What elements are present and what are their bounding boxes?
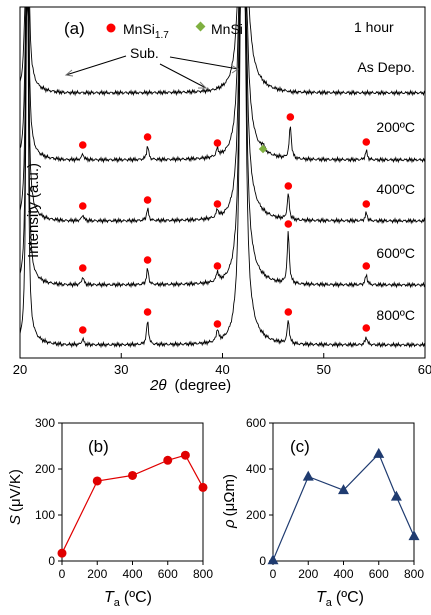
seebeck-data-point — [57, 548, 67, 558]
xrd-x-tick-label: 40 — [215, 362, 229, 377]
panel-label-b: (b) — [88, 437, 109, 456]
resistivity-data-point — [408, 530, 420, 541]
panel-label-c: (c) — [290, 437, 310, 456]
resistivity-y-tick-label: 400 — [246, 462, 266, 476]
mnsi17-peak-marker — [78, 264, 87, 272]
resistivity-series-line — [272, 452, 415, 561]
xrd-y-axis-label: Intensity (a.u.) — [25, 163, 42, 258]
legend-mnsi17-marker — [106, 23, 116, 33]
resistivity-x-axis-label: Ta (ºC) — [316, 589, 364, 609]
resistivity-data-points — [267, 447, 420, 565]
xrd-panel: 20 30 40 50 60 As Depo.200ºC400ºC600ºC800ºC … — [13, 6, 431, 394]
seebeck-y-tick-label: 100 — [35, 508, 55, 522]
seebeck-x-tick-label: 400 — [122, 567, 142, 581]
seebeck-data-point — [92, 476, 102, 486]
substrate-arrows — [64, 55, 239, 89]
xrd-x-tick-label: 30 — [114, 362, 128, 377]
seebeck-x-tick-label: 0 — [59, 567, 66, 581]
seebeck-series-line — [61, 454, 204, 554]
resistivity-y-axis-label: ρ(μΩm) — [221, 474, 238, 529]
xrd-x-ticks: 20 30 40 50 60 — [13, 353, 431, 377]
resistivity-axis-ticks: 0 200 400 600 800 0 200 400 600 — [246, 416, 424, 581]
resistivity-data-point — [302, 470, 314, 481]
mnsi17-peak-marker — [78, 141, 87, 149]
mnsi17-peak-marker — [213, 320, 222, 328]
seebeck-y-tick-label: 300 — [35, 416, 55, 430]
mnsi17-peak-marker — [213, 262, 222, 270]
substrate-label: Sub. — [130, 45, 159, 61]
xrd-curve-4 — [19, 6, 426, 289]
resistivity-x-tick-label: 400 — [333, 567, 353, 581]
xrd-curve-1 — [19, 6, 426, 97]
resistivity-x-tick-label: 600 — [369, 567, 389, 581]
mnsi17-peak-marker — [78, 326, 87, 334]
resistivity-data-point — [390, 490, 402, 501]
annealing-time-label: 1 hour — [354, 19, 394, 35]
xrd-series-labels: As Depo. 200ºC 400ºC 600ºC 800ºC — [357, 59, 415, 323]
xrd-series-label: As Depo. — [357, 59, 415, 75]
seebeck-x-tick-label: 800 — [193, 567, 213, 581]
xrd-series-label: 800ºC — [376, 307, 415, 323]
seebeck-plot-frame — [61, 422, 204, 562]
mnsi17-peak-marker — [284, 182, 293, 190]
mnsi17-peak-marker — [284, 308, 293, 316]
resistivity-data-point — [373, 447, 385, 458]
xrd-x-tick-label: 20 — [13, 362, 27, 377]
seebeck-x-axis-label: Ta (ºC) — [104, 589, 152, 609]
mnsi17-peak-marker — [143, 256, 152, 264]
xrd-peak-markers — [78, 113, 371, 334]
legend-mnsi17-label: MnSi1.7 — [123, 21, 169, 41]
xrd-series-label: 600ºC — [376, 245, 415, 261]
mnsi17-peak-marker — [362, 200, 371, 208]
xrd-series-label: 400ºC — [376, 181, 415, 197]
seebeck-axis-ticks: 0 200 400 600 800 0 100 200 300 — [35, 416, 213, 581]
mnsi17-peak-marker — [213, 139, 222, 147]
seebeck-x-tick-label: 600 — [158, 567, 178, 581]
xrd-curve-3 — [19, 6, 426, 225]
resistivity-x-tick-label: 200 — [298, 567, 318, 581]
seebeck-y-tick-label: 0 — [48, 554, 55, 568]
mnsi17-peak-marker — [286, 113, 295, 121]
mnsi17-peak-marker — [143, 308, 152, 316]
seebeck-data-point — [163, 455, 173, 465]
xrd-x-tick-label: 60 — [418, 362, 431, 377]
mnsi17-peak-marker — [213, 200, 222, 208]
seebeck-panel: 0 200 400 600 800 0 100 200 300 (b) S(μV/K) Ta (º… — [7, 416, 213, 609]
mnsi17-peak-marker — [362, 324, 371, 332]
legend-mnsi-marker — [195, 21, 206, 32]
mnsi17-peak-marker — [143, 196, 152, 204]
seebeck-data-point — [128, 470, 137, 480]
resistivity-data-point — [267, 554, 279, 565]
resistivity-y-tick-label: 600 — [246, 416, 266, 430]
xrd-curve-5 — [19, 6, 426, 349]
xrd-x-tick-label: 50 — [317, 362, 331, 377]
seebeck-x-tick-label: 200 — [87, 567, 107, 581]
xrd-series-label: 200ºC — [376, 119, 415, 135]
resistivity-x-tick-label: 0 — [270, 567, 277, 581]
seebeck-data-point — [180, 450, 190, 460]
resistivity-y-tick-label: 200 — [246, 508, 266, 522]
legend-mnsi-label: MnSi — [211, 21, 243, 37]
mnsi17-peak-marker — [78, 202, 87, 210]
mnsi-peak-marker — [258, 144, 268, 154]
xrd-x-axis-label: 2θ (degree) — [149, 377, 231, 394]
mnsi17-peak-marker — [143, 133, 152, 141]
seebeck-y-axis-label: S(μV/K) — [7, 469, 24, 525]
mnsi17-peak-marker — [362, 262, 371, 270]
seebeck-data-point — [198, 482, 208, 492]
seebeck-data-points — [57, 450, 208, 558]
xrd-curve-2 — [19, 6, 426, 164]
mnsi17-peak-marker — [284, 220, 293, 228]
panel-label-a: (a) — [64, 19, 85, 38]
resistivity-y-tick-label: 0 — [259, 554, 266, 568]
xrd-curves — [19, 6, 426, 349]
resistivity-x-tick-label: 800 — [404, 567, 424, 581]
resistivity-data-point — [338, 484, 349, 495]
seebeck-y-tick-label: 200 — [35, 462, 55, 476]
resistivity-panel: 0 200 400 600 800 0 200 400 600 (c) ρ(μΩm) Ta (ºC… — [221, 416, 424, 609]
mnsi17-peak-marker — [362, 138, 371, 146]
